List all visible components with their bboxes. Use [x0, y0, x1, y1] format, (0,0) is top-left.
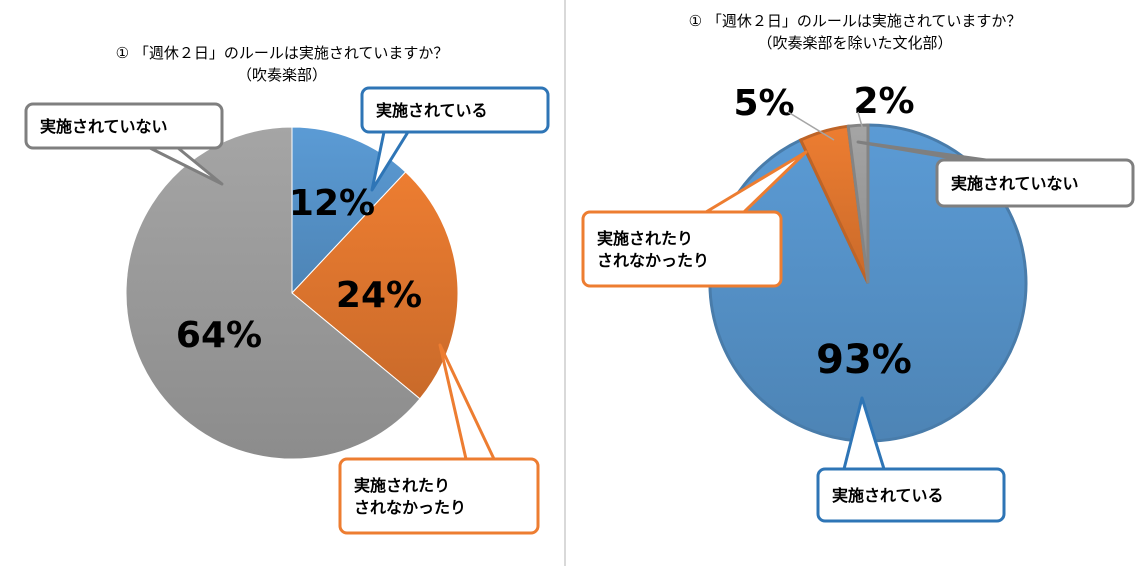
callout-label: 実施されたり: [354, 476, 450, 495]
callout-label: 実施されていない: [40, 117, 168, 136]
chart-title-right-main: ① 「週休２日」のルールは実施されていますか？: [688, 12, 1022, 30]
leader-line: [857, 111, 864, 131]
callout-label: されなかったり: [597, 251, 709, 270]
callout-label: されなかったり: [354, 498, 466, 517]
data-label: 93%: [816, 337, 912, 383]
chart-title-right: ① 「週休２日」のルールは実施されていますか？ （吹奏楽部を除いた文化部）: [566, 10, 1144, 54]
chart-title-left: ① 「週休２日」のルールは実施されていますか？ （吹奏楽部）: [0, 42, 564, 86]
chart-panel-right: ① 「週休２日」のルールは実施されていますか？ （吹奏楽部を除いた文化部） 93…: [566, 0, 1144, 566]
chart-panel-left: ① 「週休２日」のルールは実施されていますか？ （吹奏楽部） 12% 24% 64%…: [0, 0, 564, 566]
callout-box: [360, 86, 550, 134]
callout: 実施されていない: [856, 140, 1135, 208]
callout-label: 実施されている: [376, 101, 488, 120]
panel-divider: [564, 0, 566, 566]
callout: 実施されていない: [24, 102, 224, 186]
callout-box: [24, 102, 224, 150]
data-label: 5%: [733, 83, 794, 124]
data-label: 2%: [853, 81, 914, 122]
callout: 実施されている: [816, 396, 1006, 523]
callout-box: [816, 467, 1006, 523]
data-label: 12%: [289, 183, 375, 224]
chart-title-left-main: ① 「週休２日」のルールは実施されていますか？: [115, 44, 449, 62]
chart-subtitle-right: （吹奏楽部を除いた文化部）: [757, 34, 953, 52]
callout-label: 実施されていない: [951, 174, 1079, 193]
callout-box: [338, 457, 540, 535]
data-label: 24%: [336, 275, 422, 316]
callout-label: 実施されたり: [597, 229, 693, 248]
pie-slice: [291, 171, 459, 400]
callout-box: [935, 158, 1135, 208]
leader-line: [787, 111, 835, 141]
callout-box: [581, 210, 783, 288]
pie-slice: [846, 123, 870, 284]
chart-subtitle-left: （吹奏楽部）: [236, 66, 327, 84]
pie-slice: [125, 126, 421, 460]
callout: 実施されている: [360, 86, 550, 192]
callout-label: 実施されている: [832, 486, 944, 505]
data-label: 64%: [176, 315, 262, 356]
